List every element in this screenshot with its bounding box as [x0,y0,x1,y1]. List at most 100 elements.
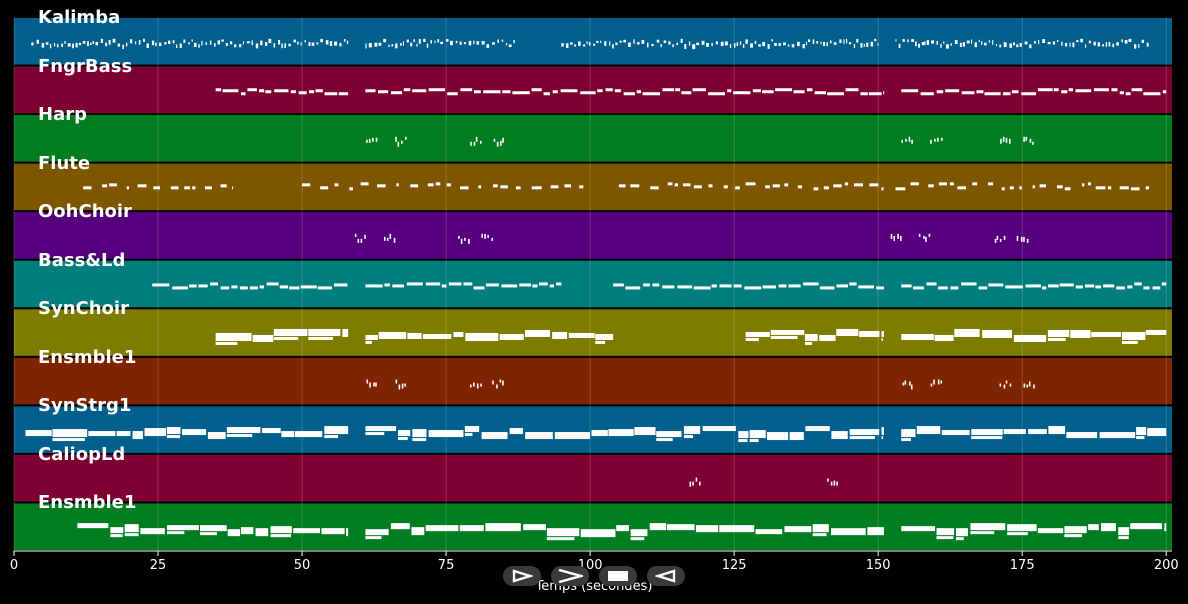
note [496,384,498,389]
note [808,39,811,43]
note [775,88,793,92]
note [1026,384,1029,388]
note [652,283,660,287]
note [508,44,512,48]
note [806,88,813,92]
note [937,137,939,142]
note [971,39,973,44]
note [1029,44,1032,49]
note [476,383,479,389]
note [723,185,728,189]
note [311,42,315,46]
note [950,286,959,290]
note [901,139,904,143]
note [543,92,550,96]
play-button[interactable] [503,566,541,586]
note [766,432,789,441]
note [619,40,622,43]
note [978,286,988,290]
note [473,382,475,387]
note [918,233,921,237]
note [1119,186,1129,190]
note [692,44,696,50]
note [754,40,757,45]
note [365,536,382,540]
note [1039,184,1046,188]
note [901,526,936,532]
note [804,333,818,341]
note [437,39,440,43]
note [460,88,473,92]
note [1119,91,1125,95]
note [191,39,193,42]
note [812,524,829,533]
note [898,43,901,49]
note [87,41,89,47]
note [1001,187,1005,191]
note [365,432,385,436]
note [281,43,283,49]
note [910,182,919,186]
note [1028,381,1031,387]
note [215,341,238,345]
note [937,379,940,385]
note [708,184,713,188]
track-label: Harp [38,104,87,126]
track-row [14,115,1172,162]
note [843,39,845,44]
note [207,432,226,440]
note [288,43,291,47]
note [976,90,984,94]
note [1019,42,1022,47]
note [481,432,508,440]
note [630,529,648,537]
note [395,136,397,142]
note [860,92,868,96]
note [135,41,137,45]
note [110,527,124,534]
note [132,431,143,440]
note [1087,182,1091,186]
stop-button[interactable] [599,566,637,586]
track-row [14,357,1172,405]
note [901,438,911,442]
note [258,89,265,93]
note [623,39,627,43]
previous-button[interactable] [647,566,685,586]
note [368,138,371,143]
note [460,186,469,190]
note [564,184,572,188]
note [1066,432,1098,439]
note [304,40,306,43]
note [260,40,263,46]
note [762,90,774,94]
note [762,41,766,47]
note [1021,92,1037,96]
note [412,89,427,93]
note [1130,187,1140,191]
note [883,91,885,95]
note [368,43,372,48]
note [397,430,411,437]
track-row [14,260,1172,308]
note [946,44,949,49]
note [389,233,392,239]
note [1116,42,1119,46]
note [904,380,907,385]
track-label: FngrBass [38,55,133,77]
note [255,528,269,537]
note [877,43,879,46]
x-tick-label: 125 [721,558,747,573]
note [411,527,425,536]
note [933,379,935,385]
note [831,431,848,440]
note [866,42,869,47]
note [214,43,216,47]
note [1002,92,1011,96]
note [546,528,580,537]
note [401,383,404,389]
note [695,525,719,533]
note [204,186,212,190]
note [600,40,602,44]
next-button[interactable] [551,566,589,586]
